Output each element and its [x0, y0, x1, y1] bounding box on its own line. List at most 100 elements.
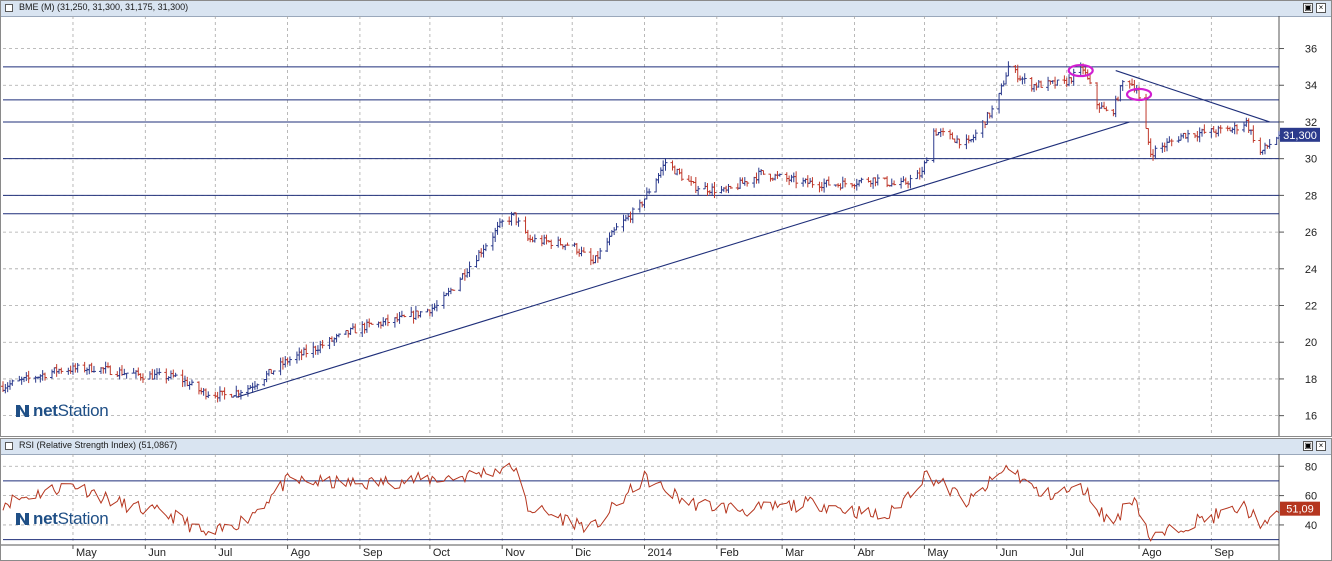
ohlc-bar	[476, 249, 481, 262]
ohlc-bar	[710, 183, 715, 196]
rsi-last-label: 51,09	[1286, 504, 1314, 516]
ohlc-bar	[661, 160, 666, 176]
ohlc-bar	[285, 357, 290, 365]
ohlc-bar	[789, 174, 794, 183]
ohlc-bar	[507, 216, 512, 225]
ohlc-bar	[1036, 79, 1041, 88]
ohlc-bar	[516, 217, 521, 227]
ohlc-bar	[297, 347, 302, 361]
ohlc-bar	[565, 242, 570, 246]
ohlc-bar	[950, 132, 955, 140]
ohlc-bar	[1053, 76, 1058, 89]
ohlc-bar	[441, 291, 446, 309]
ohlc-bar	[745, 181, 750, 187]
ohlc-bar	[901, 176, 906, 183]
ohlc-bar	[957, 138, 962, 149]
ohlc-bar	[250, 382, 255, 393]
ohlc-bar	[1235, 124, 1240, 135]
price-y-tick-label: 34	[1305, 80, 1317, 92]
ohlc-bar	[941, 127, 946, 136]
ohlc-bar	[402, 314, 407, 318]
ohlc-bar	[287, 356, 292, 366]
ohlc-bar	[761, 170, 766, 175]
ohlc-bar	[166, 376, 171, 381]
ohlc-bar	[735, 183, 740, 191]
x-axis-month-label: Jun	[1000, 547, 1018, 559]
ohlc-bar	[1197, 127, 1202, 143]
ohlc-bar	[822, 178, 827, 193]
ohlc-bar	[532, 234, 537, 243]
ohlc-bar	[446, 287, 451, 297]
ohlc-bar	[871, 177, 876, 189]
x-axis-month-label: Abr	[857, 547, 874, 559]
ohlc-bar	[24, 372, 29, 382]
ohlc-bar	[985, 111, 990, 125]
ohlc-bar	[1069, 77, 1074, 84]
ohlc-bar	[784, 172, 789, 182]
ohlc-bar	[138, 373, 143, 381]
ohlc-bars	[1, 61, 1281, 403]
ohlc-bar	[68, 365, 73, 374]
restore-icon[interactable]: ▣	[1303, 3, 1313, 13]
ohlc-bar	[180, 369, 185, 388]
ohlc-bar	[369, 322, 374, 325]
ohlc-bar	[157, 368, 162, 376]
ohlc-bar	[724, 185, 729, 193]
ohlc-bar	[1064, 77, 1069, 88]
ohlc-bar	[670, 160, 675, 171]
ohlc-bar	[1186, 129, 1191, 143]
ohlc-bar	[252, 381, 257, 390]
ohlc-bar	[362, 322, 367, 334]
ohlc-bar	[938, 128, 943, 138]
ohlc-bar	[66, 367, 71, 375]
ohlc-bar	[654, 178, 659, 193]
ohlc-bar	[493, 227, 498, 242]
price-panel-titlebar: BME (M) (31,250, 31,300, 31,175, 31,300)…	[1, 1, 1331, 17]
ohlc-bar	[556, 236, 561, 248]
ohlc-bar	[859, 177, 864, 184]
ohlc-bar	[973, 129, 978, 141]
ohlc-bar	[1062, 75, 1067, 84]
rsi-y-tick-label: 60	[1305, 491, 1317, 503]
x-axis-month-label: Mar	[785, 547, 804, 559]
panel-menu-icon[interactable]	[5, 4, 13, 12]
restore-icon[interactable]: ▣	[1303, 441, 1313, 451]
panel-menu-icon[interactable]	[5, 442, 13, 450]
ohlc-bar	[1230, 127, 1235, 133]
ohlc-bar	[199, 387, 204, 395]
ohlc-bar	[399, 310, 404, 318]
close-icon[interactable]: ×	[1316, 3, 1326, 13]
ohlc-bar	[1095, 82, 1100, 110]
ohlc-bar	[598, 247, 603, 260]
ohlc-bar	[1167, 136, 1172, 143]
brand-net-text: net	[33, 509, 58, 528]
ohlc-bar	[768, 173, 773, 182]
ohlc-bar	[1022, 73, 1027, 84]
ohlc-bar	[1160, 142, 1165, 153]
ohlc-bar	[1104, 106, 1109, 112]
ohlc-bar	[89, 362, 94, 373]
ohlc-bar	[500, 219, 505, 227]
netstation-logo-icon	[16, 513, 29, 525]
rsi-y-tick-label: 40	[1305, 520, 1317, 532]
ohlc-bar	[353, 323, 358, 334]
ohlc-bar	[738, 177, 743, 189]
ohlc-bar	[203, 388, 208, 400]
ohlc-bar	[1246, 118, 1251, 134]
ohlc-bar	[726, 184, 731, 194]
close-icon[interactable]: ×	[1316, 441, 1326, 451]
ohlc-bar	[808, 177, 813, 184]
ohlc-bar	[245, 385, 250, 397]
ohlc-bar	[712, 181, 717, 199]
x-axis-month-label: Jul	[1070, 547, 1084, 559]
ohlc-bar	[238, 389, 243, 400]
ohlc-bar	[656, 173, 661, 184]
ohlc-bar	[318, 340, 323, 354]
highlight-ellipse	[1067, 63, 1094, 78]
brand-station-text: Station	[57, 401, 109, 420]
ohlc-bar	[397, 311, 402, 324]
ohlc-bar	[448, 287, 453, 295]
ohlc-bar	[1265, 144, 1270, 149]
ohlc-bar	[360, 321, 365, 337]
price-y-tick-label: 30	[1305, 154, 1317, 166]
